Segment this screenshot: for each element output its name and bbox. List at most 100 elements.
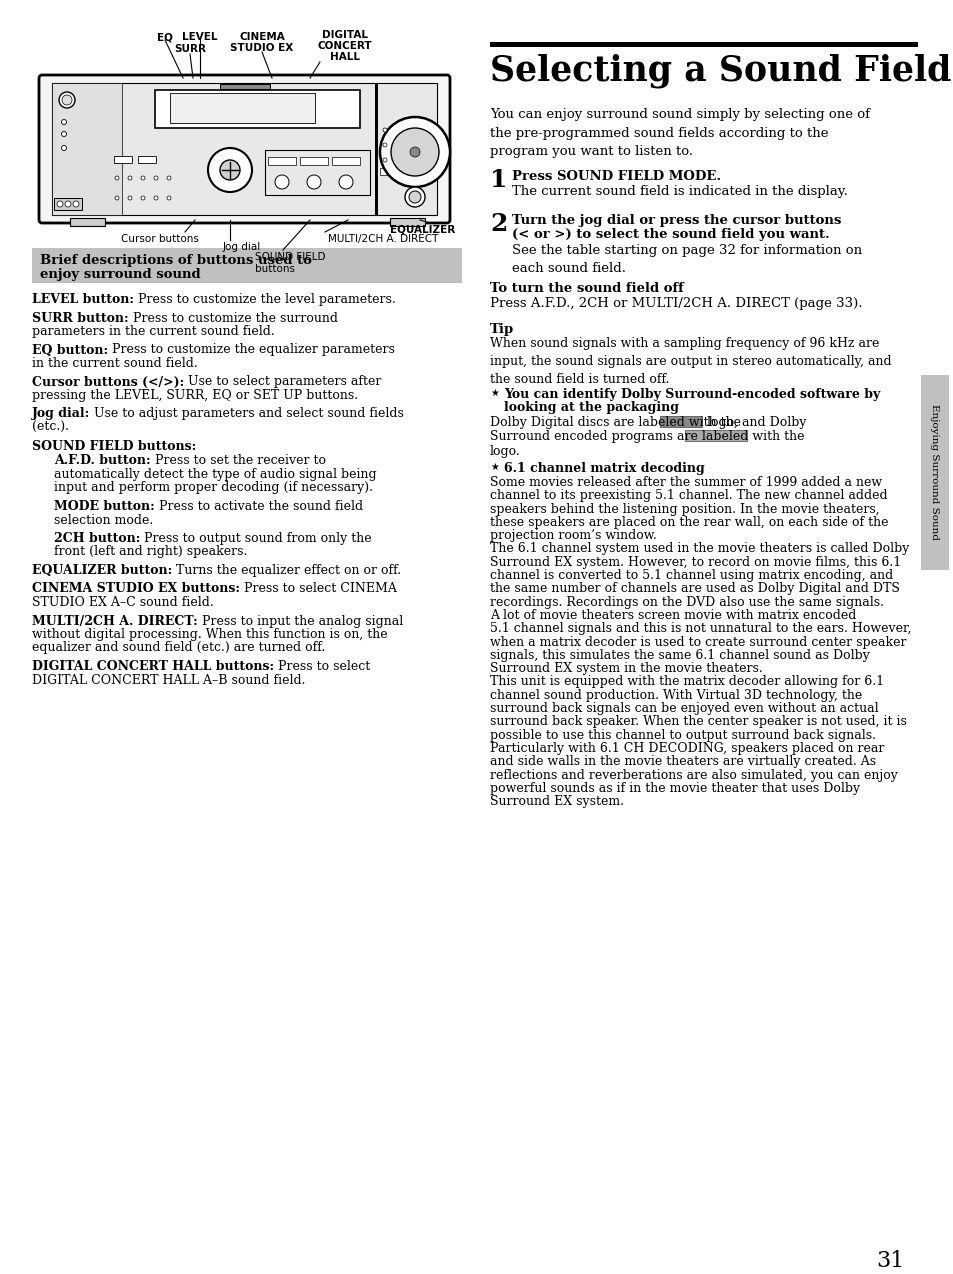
Text: ★: ★: [490, 389, 498, 397]
Circle shape: [274, 175, 289, 189]
Circle shape: [62, 96, 71, 104]
Text: SURR: SURR: [173, 45, 206, 54]
Text: LEVEL button:: LEVEL button:: [32, 293, 133, 306]
Text: DIGITAL: DIGITAL: [322, 31, 368, 39]
Text: in the current sound field.: in the current sound field.: [32, 357, 197, 369]
Bar: [52, 83, 122, 215]
Text: projection room’s window.: projection room’s window.: [490, 529, 657, 543]
Circle shape: [61, 131, 67, 136]
Text: MODE button:: MODE button:: [54, 499, 154, 513]
Text: 1: 1: [490, 168, 507, 192]
Circle shape: [128, 176, 132, 180]
Text: Press to select CINEMA: Press to select CINEMA: [240, 582, 396, 595]
Text: Press A.F.D., 2CH or MULTI/2CH A. DIRECT (page 33).: Press A.F.D., 2CH or MULTI/2CH A. DIRECT…: [490, 297, 862, 310]
Circle shape: [73, 201, 79, 206]
Text: Jog dial: Jog dial: [223, 242, 261, 252]
Text: surround back speaker. When the center speaker is not used, it is: surround back speaker. When the center s…: [490, 716, 906, 729]
Bar: [138, 155, 156, 163]
Text: recordings. Recordings on the DVD also use the same signals.: recordings. Recordings on the DVD also u…: [490, 596, 883, 609]
Bar: [375, 83, 377, 215]
Bar: [659, 417, 701, 427]
Bar: [684, 431, 746, 441]
Circle shape: [382, 143, 387, 147]
Bar: [32, 248, 461, 283]
Text: Tip: Tip: [490, 324, 514, 336]
Text: pressing the LEVEL, SURR, EQ or SET UP buttons.: pressing the LEVEL, SURR, EQ or SET UP b…: [32, 389, 357, 403]
Text: STUDIO EX: STUDIO EX: [230, 43, 294, 54]
Circle shape: [379, 117, 450, 187]
Text: Cursor buttons (</>):: Cursor buttons (</>):: [32, 376, 184, 389]
Text: HALL: HALL: [330, 52, 359, 62]
Text: automatically detect the type of audio signal being: automatically detect the type of audio s…: [54, 468, 376, 482]
Text: surround back signals can be enjoyed even without an actual: surround back signals can be enjoyed eve…: [490, 702, 878, 715]
Text: powerful sounds as if in the movie theater that uses Dolby: powerful sounds as if in the movie theat…: [490, 782, 860, 795]
Text: EQ button:: EQ button:: [32, 344, 108, 357]
Text: Particularly with 6.1 CH DECODING, speakers placed on rear: Particularly with 6.1 CH DECODING, speak…: [490, 741, 883, 755]
Bar: [390, 218, 424, 225]
Text: SOUND FIELD buttons:: SOUND FIELD buttons:: [32, 440, 196, 452]
Text: Turns the equalizer effect on or off.: Turns the equalizer effect on or off.: [172, 564, 401, 577]
Text: Surround EX system.: Surround EX system.: [490, 795, 623, 808]
Bar: [70, 218, 105, 225]
Bar: [154, 90, 359, 127]
Text: Cursor buttons: Cursor buttons: [121, 234, 199, 245]
Text: ★: ★: [490, 462, 498, 471]
Bar: [54, 197, 82, 210]
Text: Selecting a Sound Field: Selecting a Sound Field: [490, 54, 950, 88]
Text: EQ: EQ: [157, 32, 172, 42]
Text: Press to activate the sound field: Press to activate the sound field: [154, 499, 362, 513]
Text: Dolby Digital discs are labeled with the: Dolby Digital discs are labeled with the: [490, 417, 740, 429]
Text: logo.: logo.: [490, 445, 520, 457]
Bar: [265, 150, 370, 195]
Text: EQUALIZER button:: EQUALIZER button:: [32, 564, 172, 577]
Text: the same number of channels are used as Dolby Digital and DTS: the same number of channels are used as …: [490, 582, 899, 595]
Text: Press to output sound from only the: Press to output sound from only the: [140, 533, 372, 545]
Text: 2: 2: [490, 211, 507, 236]
Bar: [113, 155, 132, 163]
Circle shape: [409, 191, 420, 203]
Text: Some movies released after the summer of 1999 added a new: Some movies released after the summer of…: [490, 476, 882, 489]
Circle shape: [382, 127, 387, 132]
Text: possible to use this channel to output surround back signals.: possible to use this channel to output s…: [490, 729, 875, 741]
Text: 5.1 channel signals and this is not unnatural to the ears. However,: 5.1 channel signals and this is not unna…: [490, 622, 910, 636]
Text: EQUALIZER: EQUALIZER: [390, 225, 455, 234]
Text: Press to input the analog signal: Press to input the analog signal: [197, 614, 402, 628]
Bar: [52, 83, 436, 215]
Circle shape: [307, 175, 320, 189]
Text: Surround EX system. However, to record on movie films, this 6.1: Surround EX system. However, to record o…: [490, 555, 901, 568]
Circle shape: [115, 196, 119, 200]
Text: Jog dial:: Jog dial:: [32, 408, 91, 420]
Text: CINEMA STUDIO EX buttons:: CINEMA STUDIO EX buttons:: [32, 582, 240, 595]
Circle shape: [128, 196, 132, 200]
Text: input and perform proper decoding (if necessary).: input and perform proper decoding (if ne…: [54, 482, 373, 494]
Bar: [379, 168, 392, 175]
Text: signals, this simulates the same 6.1 channel sound as Dolby: signals, this simulates the same 6.1 cha…: [490, 648, 869, 662]
Circle shape: [59, 92, 75, 108]
Text: parameters in the current sound field.: parameters in the current sound field.: [32, 325, 274, 338]
Text: Press to set the receiver to: Press to set the receiver to: [151, 455, 325, 468]
Bar: [170, 93, 314, 124]
Text: (< or >) to select the sound field you want.: (< or >) to select the sound field you w…: [512, 228, 829, 241]
Text: 2CH button:: 2CH button:: [54, 533, 140, 545]
Text: enjoy surround sound: enjoy surround sound: [40, 268, 200, 282]
Text: 31: 31: [876, 1250, 904, 1271]
Text: Brief descriptions of buttons used to: Brief descriptions of buttons used to: [40, 254, 312, 268]
Text: Press to customize the surround: Press to customize the surround: [129, 312, 337, 325]
Circle shape: [405, 187, 424, 206]
Text: Turn the jog dial or press the cursor buttons: Turn the jog dial or press the cursor bu…: [512, 214, 841, 227]
Text: SURR button:: SURR button:: [32, 312, 129, 325]
Bar: [490, 42, 917, 47]
Circle shape: [220, 161, 240, 180]
Text: MULTI/2CH A. DIRECT: MULTI/2CH A. DIRECT: [328, 234, 438, 245]
Text: selection mode.: selection mode.: [54, 513, 153, 526]
Circle shape: [61, 120, 67, 125]
Bar: [299, 157, 328, 166]
Text: these speakers are placed on the rear wall, on each side of the: these speakers are placed on the rear wa…: [490, 516, 887, 529]
Text: Press to customize the equalizer parameters: Press to customize the equalizer paramet…: [108, 344, 395, 357]
Circle shape: [57, 201, 63, 206]
Circle shape: [153, 196, 158, 200]
Bar: [920, 375, 948, 569]
Text: Surround encoded programs are labeled with the: Surround encoded programs are labeled wi…: [490, 431, 803, 443]
Text: You can enjoy surround sound simply by selecting one of
the pre-programmed sound: You can enjoy surround sound simply by s…: [490, 108, 869, 158]
Text: channel to its preexisting 5.1 channel. The new channel added: channel to its preexisting 5.1 channel. …: [490, 489, 886, 502]
